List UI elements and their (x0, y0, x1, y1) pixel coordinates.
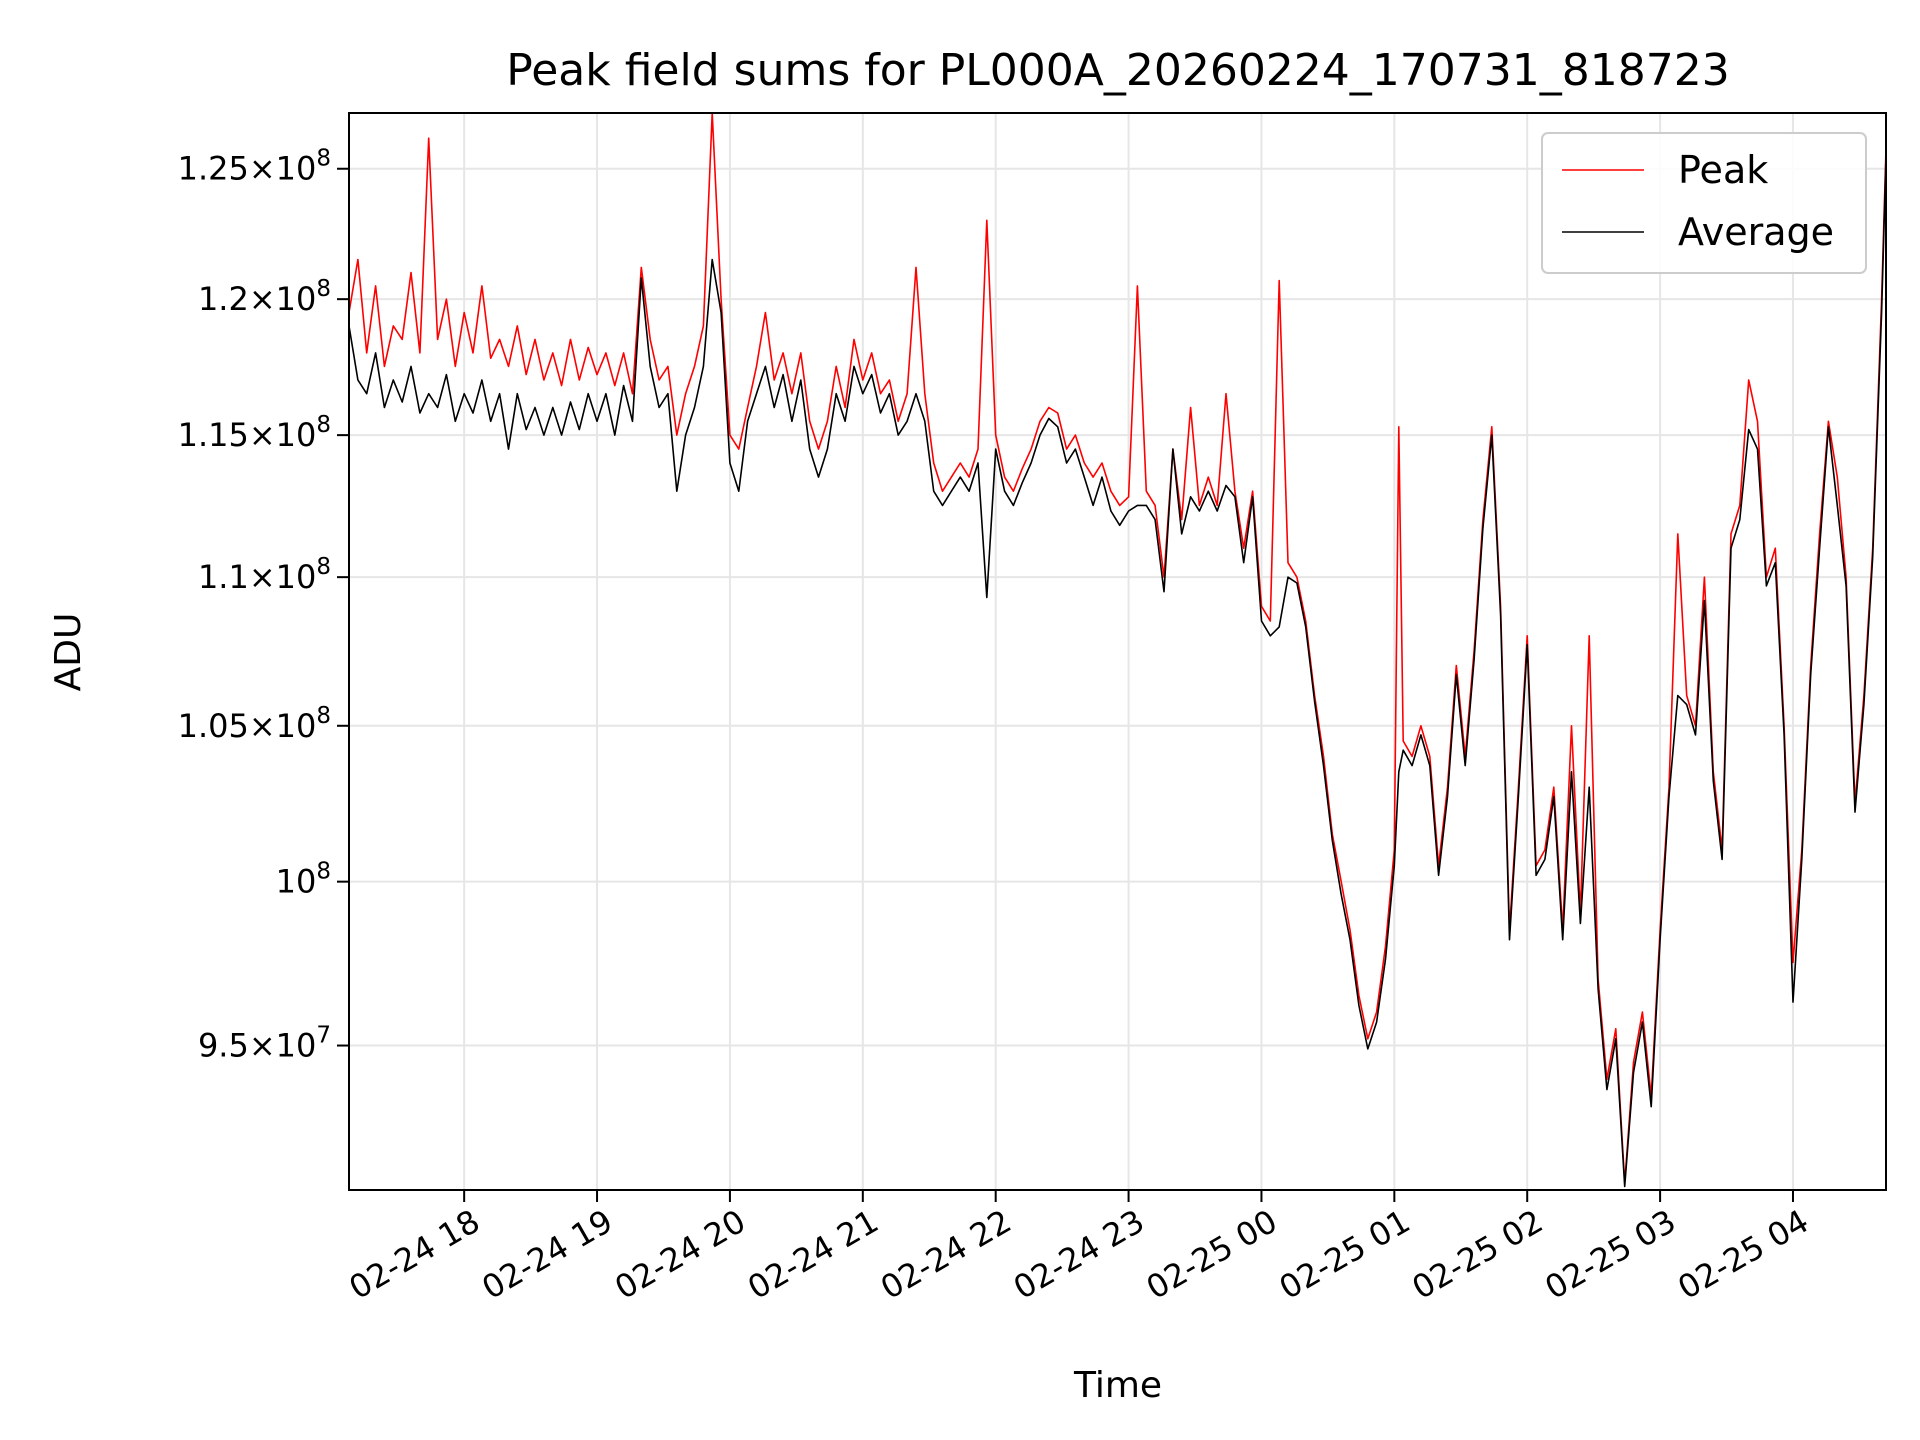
y-tick-base: 10 (276, 280, 317, 318)
y-tick-base: 10 (276, 416, 317, 454)
plot-frame (348, 112, 1887, 1191)
legend-box (1541, 132, 1867, 274)
x-axis-title: Time (1073, 1365, 1162, 1406)
legend-label-peak: Peak (1678, 148, 1768, 192)
legend-label-average: Average (1678, 210, 1834, 254)
y-tick-base: 10 (276, 1027, 317, 1065)
y-tick-times: × (249, 558, 276, 596)
y-tick-times: × (249, 707, 276, 745)
y-tick-mantissa: 9.5 (198, 1027, 249, 1065)
y-tick-label: 1.05×108 (178, 703, 331, 745)
chart-title: Peak field sums for PL000A_20260224_1707… (506, 45, 1729, 96)
y-tick-mantissa: 1.15 (178, 416, 249, 454)
y-axis-title: ADU (48, 613, 89, 692)
y-tick-mantissa: 1.25 (178, 150, 249, 188)
y-tick-base: 10 (276, 707, 317, 745)
y-tick-base: 10 (276, 863, 317, 901)
y-tick-exponent: 7 (316, 1023, 331, 1049)
y-tick-exponent: 8 (316, 554, 331, 580)
y-tick-label: 108 (276, 859, 331, 901)
y-tick-base: 10 (276, 558, 317, 596)
y-tick-label: 1.15×108 (178, 412, 331, 454)
y-tick-mantissa: 1.1 (198, 558, 249, 596)
y-tick-mantissa: 1.05 (178, 707, 249, 745)
y-tick-times: × (249, 150, 276, 188)
y-tick-label: 1.1×108 (198, 554, 331, 596)
y-tick-exponent: 8 (316, 703, 331, 729)
y-tick-times: × (249, 1027, 276, 1065)
y-tick-exponent: 8 (316, 859, 331, 885)
series-lines (348, 112, 1887, 1188)
y-tick-label: 9.5×107 (198, 1023, 331, 1065)
y-tick-exponent: 8 (316, 412, 331, 438)
y-tick-label: 1.2×108 (198, 276, 331, 318)
series-line-average (348, 155, 1887, 1188)
legend: Peak Average (1541, 132, 1867, 274)
y-tick-times: × (249, 280, 276, 318)
y-tick-mantissa: 1.2 (198, 280, 249, 318)
grid (349, 113, 1886, 1190)
y-tick-base: 10 (276, 150, 317, 188)
y-tick-label: 1.25×108 (178, 146, 331, 188)
y-tick-exponent: 8 (316, 276, 331, 302)
y-axis-ticks: 9.5×1071081.05×1081.1×1081.15×1081.2×108… (178, 146, 349, 1065)
y-tick-times: × (249, 416, 276, 454)
y-tick-exponent: 8 (316, 146, 331, 172)
